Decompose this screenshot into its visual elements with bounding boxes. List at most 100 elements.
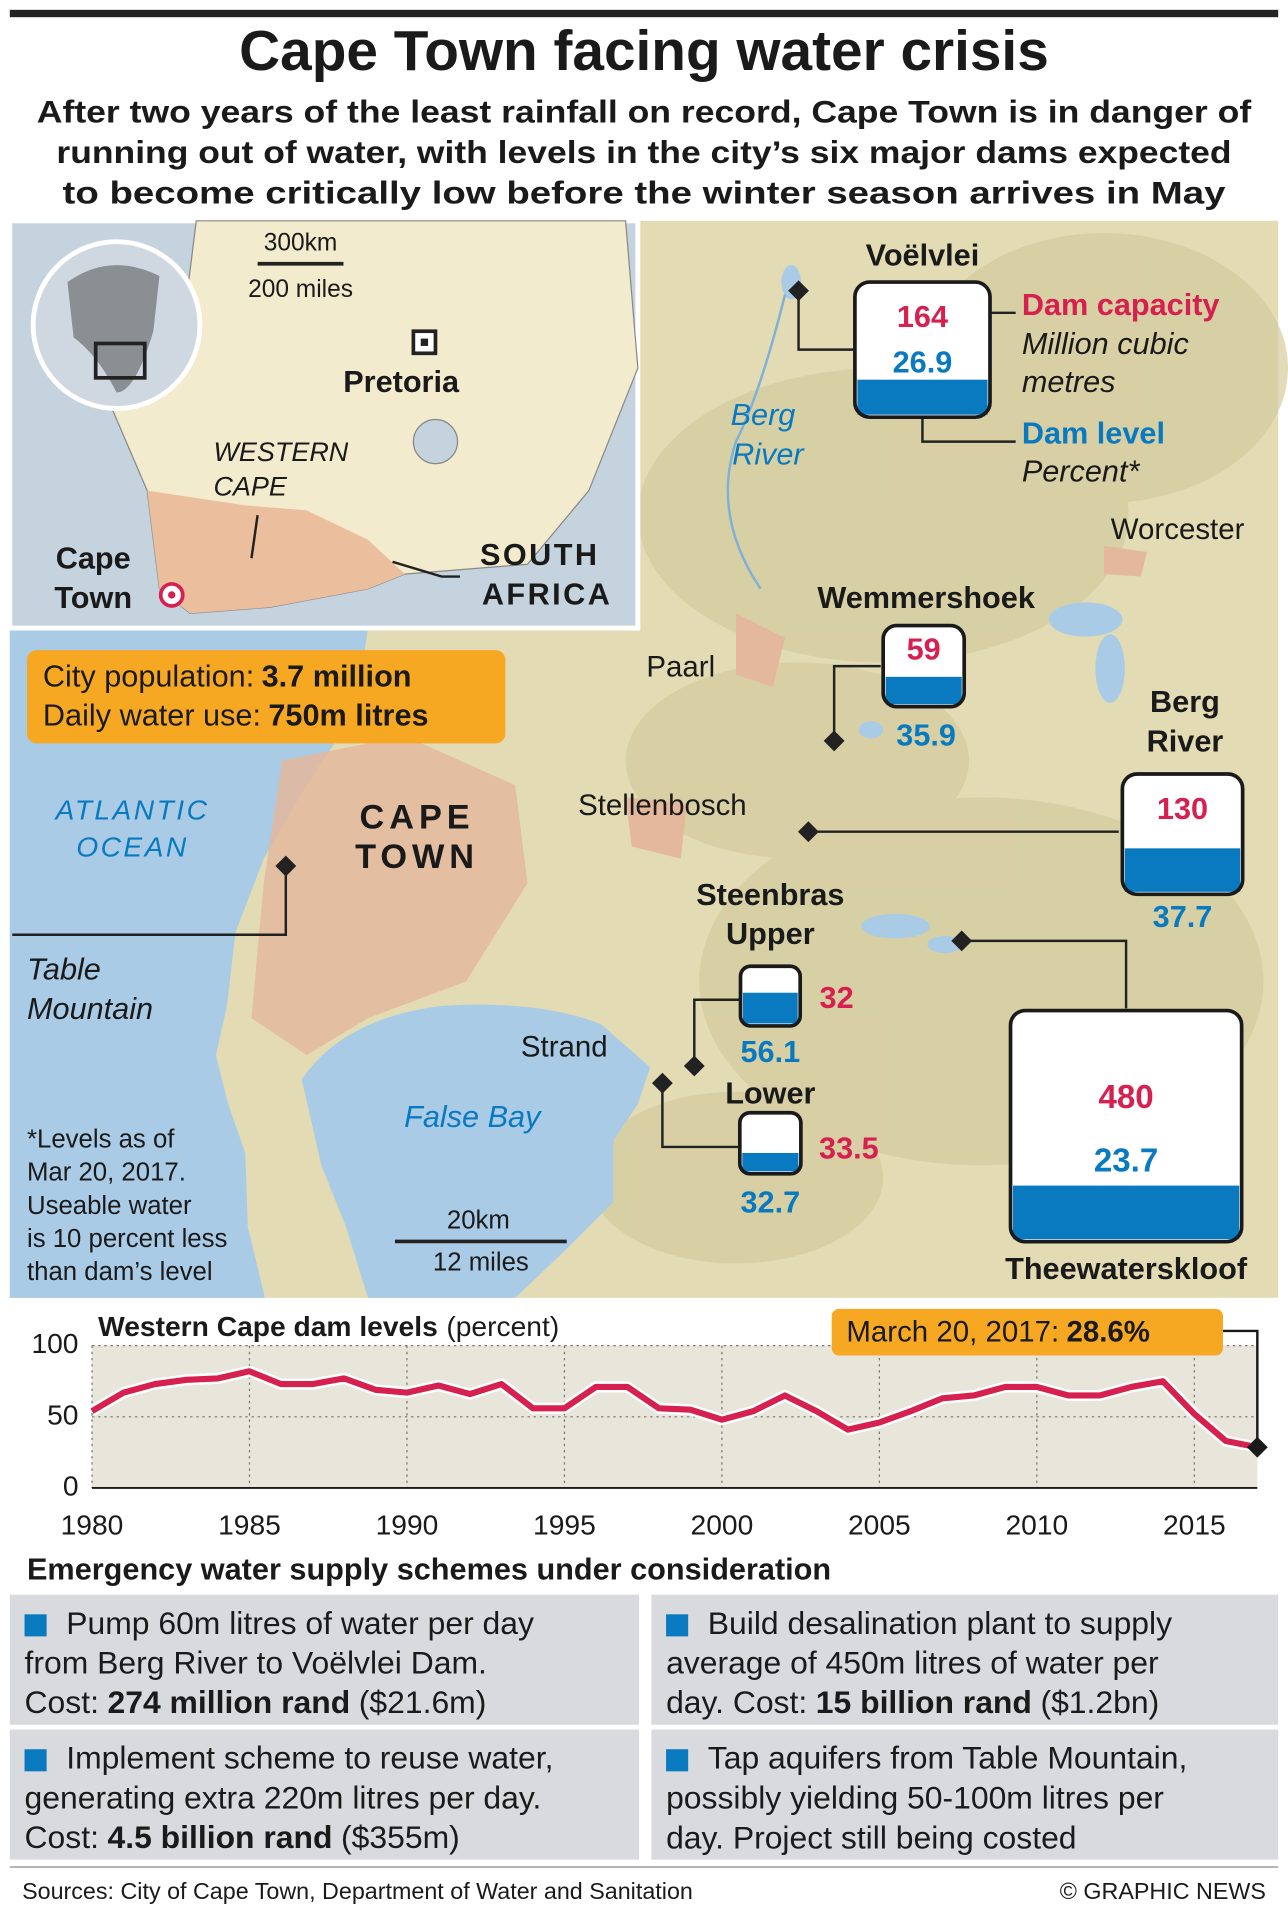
population-box <box>26 650 506 744</box>
x-tick-label: 2015 <box>1163 1509 1226 1541</box>
x-tick-label: 2000 <box>691 1509 754 1541</box>
cost-value: 15 billion rand <box>816 1685 1032 1721</box>
annotation-label: March 20, 2017: <box>846 1315 1059 1348</box>
dam-tank-outline <box>737 1110 803 1176</box>
dam-pointers <box>12 290 1128 1149</box>
inset-scale-km: 300km <box>264 230 338 257</box>
dam-level: 23.7 <box>1094 1143 1158 1180</box>
ocean-label: OCEAN <box>76 830 189 862</box>
dam-capacity: 130 <box>1157 792 1208 826</box>
scheme-line: possibly yielding 50-100m litres per <box>666 1780 1164 1816</box>
dam-level-fill <box>1124 848 1241 892</box>
population-label: City population: <box>43 659 254 693</box>
scheme-cost: Cost: 4.5 billion rand ($355m) <box>25 1819 460 1855</box>
bullet <box>24 1614 47 1637</box>
footnote-line: is 10 percent less <box>27 1225 227 1253</box>
dam-level: 32.7 <box>741 1186 801 1220</box>
subtitle-line: to become critically low before the wint… <box>63 174 1226 210</box>
dam-level: 35.9 <box>896 718 956 752</box>
ocean-label: ATLANTIC <box>54 794 210 826</box>
country-pointer <box>392 560 460 578</box>
dam-level-fill <box>742 1152 799 1172</box>
footnote-line: *Levels as of <box>27 1126 175 1154</box>
bullet <box>666 1749 689 1772</box>
city-name: CAPE <box>360 799 475 837</box>
dam-level: 26.9 <box>893 345 953 379</box>
country-label: AFRICA <box>482 577 613 611</box>
scheme-cost: Cost: 274 million rand ($21.6m) <box>25 1685 487 1721</box>
globe-africa <box>67 265 160 393</box>
dam-tank-outline <box>1008 1008 1244 1244</box>
top-rule <box>9 9 1279 18</box>
footnote-line: Mar 20, 2017. <box>27 1159 186 1187</box>
x-tick-label: 2005 <box>848 1509 911 1541</box>
dam-name: Lower <box>725 1077 815 1111</box>
cost-label: Cost: <box>25 1685 99 1721</box>
scheme-line: Pump 60m litres of water per day <box>66 1605 534 1641</box>
scheme-line: day. Project still being costed <box>666 1819 1076 1855</box>
legend-capacity-unit: metres <box>1022 365 1116 399</box>
dam-name: Theewaterskloof <box>1005 1252 1248 1286</box>
cost-usd: ($1.2bn) <box>1040 1685 1159 1721</box>
footnote-line: Useable water <box>27 1192 192 1220</box>
scale-miles: 12 miles <box>433 1248 529 1276</box>
subtitle-line: running out of water, with levels in the… <box>56 134 1231 170</box>
region-label: CAPE <box>213 471 287 501</box>
schemes-heading: Emergency water supply schemes under con… <box>27 1552 831 1586</box>
cost-usd: ($21.6m) <box>359 1685 487 1721</box>
city-label: Town <box>54 581 132 615</box>
dam-capacity: 59 <box>907 632 941 666</box>
subtitle-line: After two years of the least rainfall on… <box>37 94 1252 130</box>
scheme-box <box>9 1729 640 1860</box>
scheme-box <box>651 1729 1279 1860</box>
dam-level: 56.1 <box>741 1035 801 1069</box>
city-name: TOWN <box>355 838 479 876</box>
bullet <box>24 1749 47 1772</box>
city-marker-dot <box>168 591 176 599</box>
population-value: 3.7 million <box>262 659 412 693</box>
dam-name: Voëlvlei <box>866 239 980 273</box>
scheme-line: generating extra 220m litres per day. <box>25 1780 542 1816</box>
dam-tank <box>1010 1010 1242 1242</box>
annotation-value: 28.6% <box>1066 1315 1149 1348</box>
annotation-box <box>831 1308 1223 1356</box>
cost-value: 274 million rand <box>108 1685 351 1721</box>
cape-town-urban <box>251 736 528 1055</box>
annotation-pointer <box>1222 1329 1259 1448</box>
dam-capacity: 33.5 <box>819 1132 879 1166</box>
cost-usd: ($355m) <box>341 1819 460 1855</box>
legend-level: Dam level <box>1022 417 1165 451</box>
annotation: March 20, 2017: 28.6% <box>846 1315 1150 1348</box>
x-tick-label: 2010 <box>1005 1509 1068 1541</box>
towns-urban <box>625 545 1147 859</box>
river-label: Berg <box>731 398 796 432</box>
dam-capacity: 164 <box>897 300 948 334</box>
y-tick-label: 50 <box>47 1398 78 1430</box>
reservoirs <box>781 264 1125 954</box>
legend-level-unit: Percent* <box>1022 455 1141 489</box>
bullet <box>666 1614 689 1637</box>
scheme-line: from Berg River to Voëlvlei Dam. <box>25 1645 487 1681</box>
dam-name: Upper <box>726 917 815 951</box>
capital-label: Pretoria <box>343 365 460 399</box>
credit: © GRAPHIC NEWS <box>1060 1878 1266 1904</box>
dam-level-fill <box>742 992 798 1024</box>
population-line: Daily water use: 750m litres <box>43 699 429 733</box>
dam-capacity: 480 <box>1098 1079 1153 1116</box>
dam-level: 37.7 <box>1153 900 1213 934</box>
inset-scale-miles: 200 miles <box>248 276 353 303</box>
western-cape-region <box>147 490 405 614</box>
region-pointer <box>250 515 259 559</box>
false-bay <box>301 1004 651 1298</box>
dam-tank-outline <box>738 964 803 1028</box>
dam-name: Berg <box>1150 685 1220 719</box>
legend-capacity: Dam capacity <box>1022 288 1220 322</box>
mountain-label: Table <box>27 953 101 987</box>
region-label: WESTERN <box>213 437 348 467</box>
x-tick-label: 1980 <box>61 1509 124 1541</box>
cost-label: day. Cost: <box>666 1685 807 1721</box>
title: Cape Town facing water crisis <box>239 19 1049 82</box>
x-tick-label: 1985 <box>218 1509 281 1541</box>
